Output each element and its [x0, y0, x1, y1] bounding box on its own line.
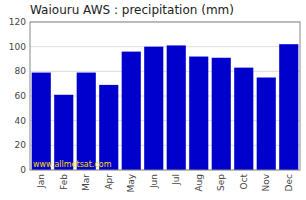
y-tick-label: 100	[9, 42, 26, 52]
bar	[234, 68, 253, 170]
y-axis: 0 20 40 60 80 100 120	[9, 17, 300, 175]
plot-frame	[30, 22, 300, 170]
y-tick-label: 20	[15, 140, 27, 150]
x-tick-label: Jan	[36, 174, 46, 189]
bars	[32, 44, 299, 170]
y-tick-label: 80	[15, 66, 27, 76]
x-tick-label: Aug	[194, 174, 204, 192]
bar	[32, 73, 51, 170]
x-tick-label: Oct	[239, 174, 249, 190]
bar	[99, 85, 118, 170]
grid-line	[30, 46, 300, 47]
bar	[279, 44, 298, 170]
x-tick-label: Feb	[59, 174, 69, 190]
title: Waiouru AWS : precipitation (mm)	[30, 3, 234, 17]
chart: Waiouru AWS : precipitation (mm) 0 20 40 60 8…	[0, 0, 306, 200]
y-tick-label: 60	[15, 91, 27, 101]
bar	[122, 52, 141, 170]
bar	[54, 95, 73, 170]
grid-line	[30, 71, 300, 72]
bar	[189, 57, 208, 170]
x-tick-label: Mar	[81, 174, 91, 191]
watermark: www.allmetsat.com	[33, 160, 112, 169]
x-axis: Jan Feb Mar Apr May Jun Jul Aug Sep Oct Nov Dec	[36, 173, 294, 192]
bar	[144, 47, 163, 170]
bar	[212, 58, 231, 170]
x-tick-label: Jul	[171, 174, 181, 186]
bar	[167, 45, 186, 170]
x-tick-label: May	[126, 173, 136, 192]
y-tick-label: 0	[20, 165, 26, 175]
y-tick-label: 120	[9, 17, 26, 27]
x-tick-label: Sep	[216, 174, 226, 191]
x-tick-label: Nov	[261, 173, 271, 191]
bar	[257, 78, 276, 171]
bar	[77, 73, 96, 170]
y-tick-label: 40	[15, 116, 27, 126]
x-tick-label: Apr	[104, 174, 114, 190]
x-tick-label: Jun	[149, 174, 159, 189]
x-tick-label: Dec	[284, 174, 294, 191]
